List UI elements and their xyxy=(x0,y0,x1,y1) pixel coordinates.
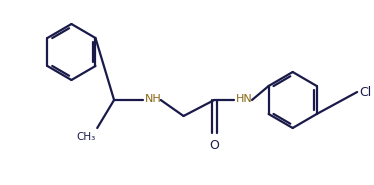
Text: NH: NH xyxy=(145,94,162,104)
Text: HN: HN xyxy=(236,94,253,104)
Text: CH₃: CH₃ xyxy=(76,132,95,142)
Text: O: O xyxy=(209,139,219,152)
Text: Cl: Cl xyxy=(359,85,371,98)
